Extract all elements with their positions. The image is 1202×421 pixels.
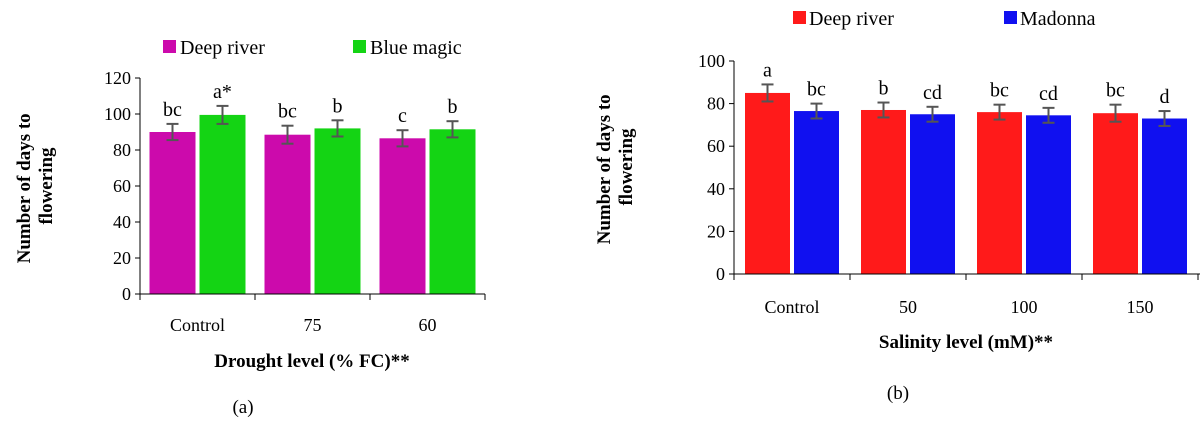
x-tick-label: 150 [1127,297,1154,317]
legend-b: Deep river Madonna [793,8,1096,30]
legend-label-blue-magic: Blue magic [370,37,462,59]
bar-madonna-control [794,111,839,275]
panel-label-a: (a) [232,397,253,418]
significance-letter: a* [213,81,232,103]
y-axis-title-b-line2: flowering [616,128,637,206]
y-axis-title-a-line1: Number of days to [14,113,35,263]
y-tick-label: 0 [122,284,131,304]
bar-deep-river-75 [264,134,311,294]
y-tick-label: 100 [104,104,131,124]
bar-blue-magic-75 [314,128,361,294]
significance-letter: b [333,95,343,117]
bars-b: abc b cd bc cd bc d [745,59,1187,275]
y-axis-b: 0 20 40 60 80 100 [698,51,734,284]
bar-deep-river-150 [1093,113,1138,274]
significance-letter: bc [278,101,297,123]
significance-letter: bc [990,80,1009,102]
bar-deep-river-100 [977,112,1022,275]
significance-letter: bc [807,79,826,101]
legend-label-deep-river-b: Deep river [809,8,894,30]
bar-madonna-100 [1026,115,1071,274]
bars-a: bca*bc b c b [149,81,476,295]
x-axis-title-a: Drought level (% FC)** [214,351,409,372]
bar-deep-river-control [149,132,196,294]
significance-letter: c [398,105,407,127]
y-tick-label: 0 [716,264,725,284]
significance-letter: b [879,78,889,100]
y-tick-label: 40 [707,179,725,199]
y-tick-label: 20 [707,221,725,241]
y-tick-label: 20 [113,248,131,268]
bar-deep-river-50 [861,109,906,275]
x-tick-label: 75 [304,315,322,335]
y-tick-label: 100 [698,51,725,71]
x-axis-a: Control 75 60 [139,294,486,335]
x-tick-label: 60 [419,315,437,335]
legend-swatch-deep-river [163,40,176,53]
significance-letter: b [448,96,458,118]
legend-swatch-blue-magic [353,40,366,53]
bar-deep-river-control [745,92,790,274]
y-axis-title-a-line2: flowering [36,147,57,225]
y-axis-a: 0 20 40 60 80 100 120 [104,68,140,304]
significance-letter: a [763,59,772,81]
x-tick-label: Control [170,315,225,335]
x-axis-title-b: Salinity level (mM)** [879,332,1053,353]
y-tick-label: 120 [104,68,131,88]
bar-blue-magic-control [199,114,246,295]
x-axis-b: Control 50 100 150 [733,274,1199,317]
significance-letter: cd [923,82,942,104]
y-tick-label: 60 [113,176,131,196]
bar-madonna-150 [1142,118,1187,274]
significance-letter: bc [163,99,182,121]
x-tick-label: Control [764,297,819,317]
y-axis-title-b: Number of days to flowering [594,90,637,245]
x-tick-label: 100 [1011,297,1038,317]
panel-label-b: (b) [887,383,909,404]
significance-letter: cd [1039,83,1058,105]
legend-a: Deep river Blue magic [163,37,462,59]
legend-label-madonna: Madonna [1020,8,1096,30]
legend-swatch-madonna [1004,11,1017,24]
legend-label-deep-river: Deep river [180,37,265,59]
significance-letter: bc [1106,80,1125,102]
x-tick-label: 50 [899,297,917,317]
bar-deep-river-60 [379,138,426,294]
significance-letter: d [1160,86,1170,108]
y-tick-label: 60 [707,136,725,156]
y-axis-title-b-line1: Number of days to [594,94,615,244]
y-tick-label: 80 [707,94,725,114]
y-tick-label: 80 [113,140,131,160]
bar-blue-magic-60 [429,129,476,294]
y-axis-title-a: Number of days to flowering [14,109,57,264]
bar-madonna-50 [910,114,955,274]
y-tick-label: 40 [113,212,131,232]
legend-swatch-deep-river [793,11,806,24]
